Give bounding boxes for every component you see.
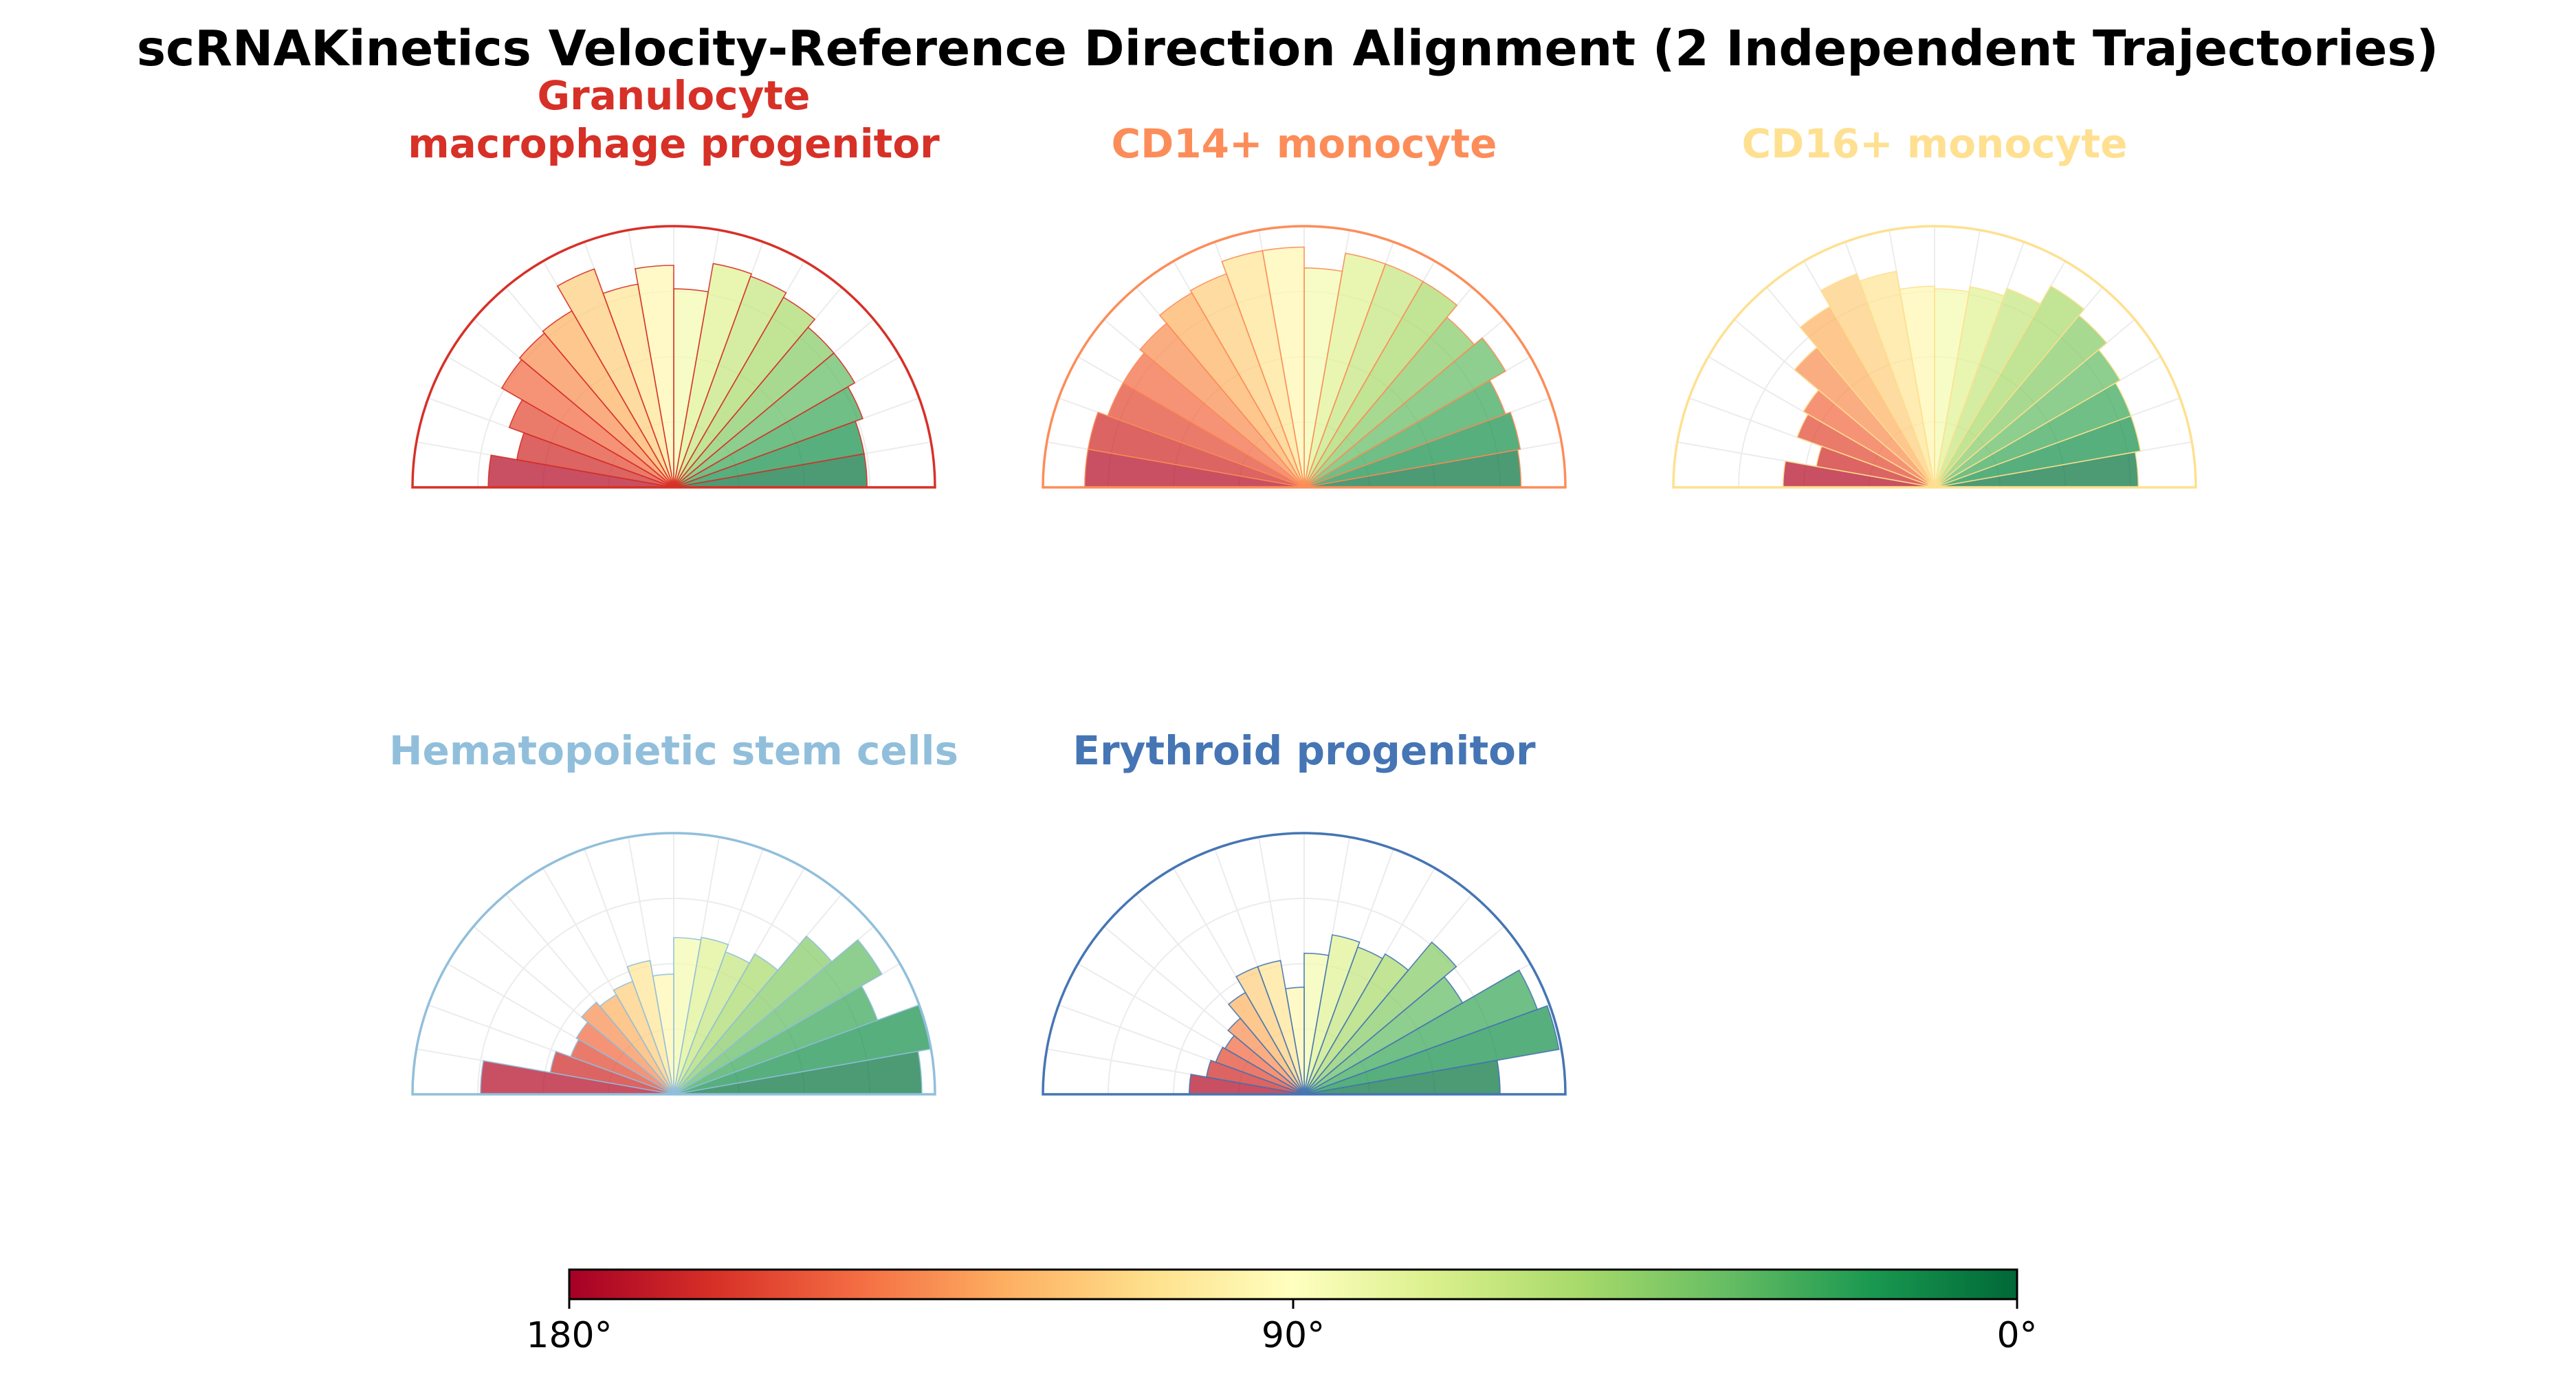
- rose-wedge: [1303, 952, 1330, 1095]
- panel-title: Hematopoietic stem cells: [389, 727, 958, 774]
- rose-wedge: [1235, 966, 1305, 1095]
- rose-wedge: [1934, 286, 2005, 488]
- rose-wedge: [542, 310, 674, 488]
- rose-wedge: [1820, 273, 1935, 488]
- rose-panel: CD16+ monocyte: [1672, 120, 2197, 489]
- rose-wedge: [673, 953, 779, 1095]
- rose-panel: Hematopoietic stem cells: [389, 727, 958, 1096]
- panel-title: Erythroid progenitor: [1072, 727, 1536, 774]
- rose-panel: Erythroid progenitor: [1042, 727, 1567, 1096]
- rose-wedge: [1303, 953, 1409, 1095]
- panels-group: Granulocyte macrophage progenitor CD14+ mo…: [389, 72, 2197, 1096]
- rose-wedge: [613, 980, 674, 1095]
- rose-wedge: [1227, 1017, 1305, 1095]
- panel-title: CD16+ monocyte: [1742, 120, 2128, 167]
- panel-title: CD14+ monocyte: [1112, 120, 1497, 167]
- chart-title: scRNAKinetics Velocity-Reference Directi…: [137, 20, 2439, 77]
- panel-frame: [1672, 225, 2197, 489]
- rose-wedge: [673, 937, 702, 1095]
- rose-panel: Granulocyte macrophage progenitor: [408, 72, 940, 489]
- rose-wedge: [1158, 291, 1305, 488]
- rose-wedge: [575, 1021, 674, 1095]
- rose-wedge: [1934, 285, 2085, 488]
- rose-wedge: [1303, 969, 1539, 1095]
- rose-wedge: [1303, 337, 1506, 488]
- colorbar-tick-label: 0°: [1996, 1315, 2037, 1356]
- rose-wedge: [1139, 322, 1305, 488]
- colorbar-tick-label: 90°: [1262, 1315, 1325, 1356]
- panel-frame: [1042, 225, 1567, 489]
- rose-wedge: [1794, 346, 1935, 488]
- panel-title: Granulocyte macrophage progenitor: [408, 72, 940, 167]
- rose-wedge: [1303, 941, 1457, 1095]
- rose-wedge: [1803, 389, 1935, 488]
- panel-frame: [411, 225, 936, 489]
- rose-wedge: [673, 935, 833, 1095]
- rose-wedge: [1796, 413, 1935, 488]
- rose-wedge: [1303, 934, 1361, 1095]
- rose-wedge: [673, 263, 753, 488]
- rose-panel: CD14+ monocyte: [1042, 120, 1567, 489]
- rose-wedge: [1303, 1005, 1560, 1095]
- colorbar-tick-label: 180°: [526, 1315, 612, 1356]
- colorbar-ticks: 180° 90° 0°: [526, 1299, 2038, 1356]
- rose-wedge: [508, 399, 674, 488]
- panel-frame: [411, 832, 936, 1096]
- rose-wedge: [1227, 991, 1305, 1095]
- rose-wedge: [556, 268, 674, 488]
- panel-frame: [1042, 832, 1567, 1096]
- rose-wedge: [1799, 305, 1935, 488]
- rose-wedge: [518, 332, 674, 488]
- rose-wedge: [580, 1001, 674, 1095]
- rose-wedge: [1189, 273, 1305, 488]
- colorbar-gradient: [568, 1268, 2018, 1301]
- rose-wedge: [1303, 411, 1521, 488]
- rose-wedge: [1303, 252, 1387, 488]
- rose-wedge: [1934, 287, 2041, 488]
- rose-wedge: [500, 359, 674, 488]
- colorbar: 180° 90° 0°: [526, 1268, 2038, 1356]
- rose-wedge: [673, 939, 883, 1095]
- rose-wedge: [1221, 250, 1305, 488]
- rose-wedge: [673, 936, 729, 1095]
